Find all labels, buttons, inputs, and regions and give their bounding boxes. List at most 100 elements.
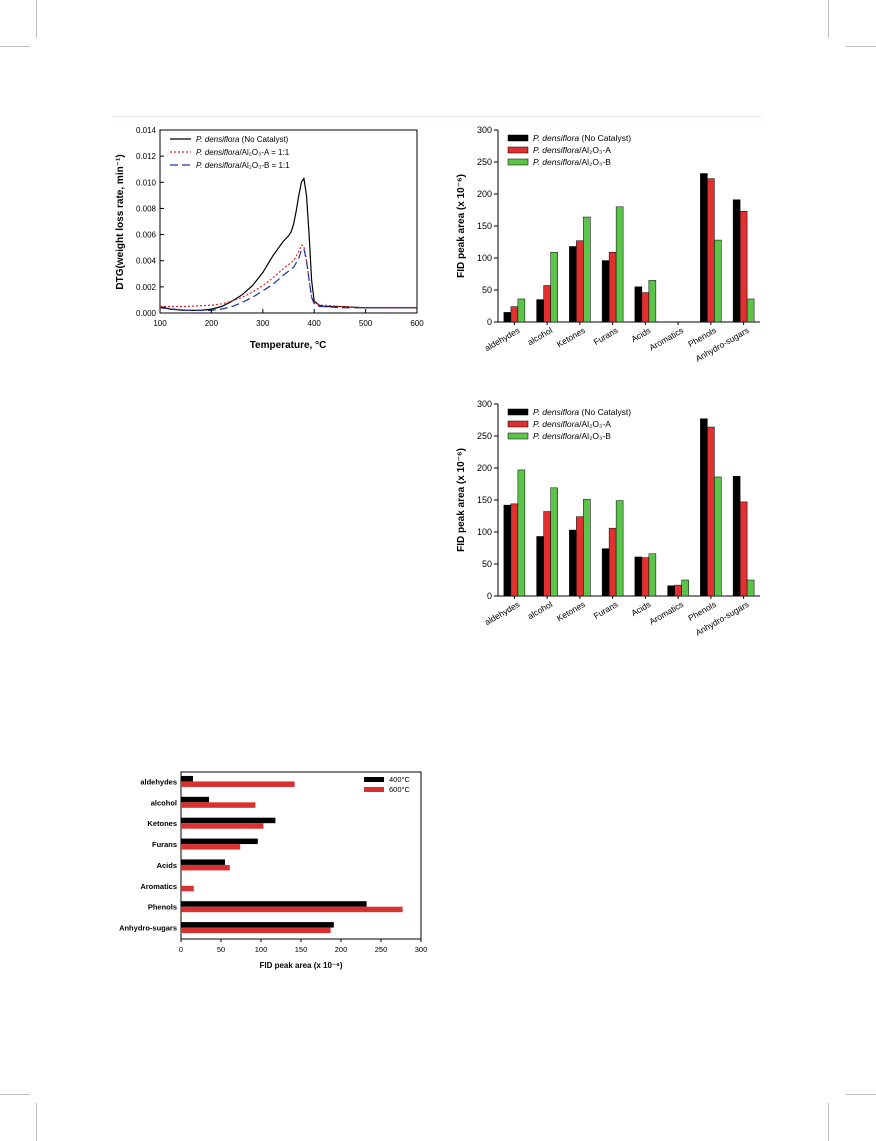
x-tick-label: 0 — [179, 945, 183, 954]
legend-label: P. densiflora/Al₂O₃-B = 1:1 — [196, 161, 290, 170]
y-tick-label: 50 — [482, 559, 492, 569]
bar — [181, 817, 276, 824]
crop-mark — [36, 1103, 37, 1141]
legend-swatch — [507, 134, 529, 142]
crop-mark — [36, 0, 37, 38]
bar — [583, 499, 591, 597]
bar — [707, 426, 715, 597]
bar — [503, 504, 512, 597]
legend-label: P. densiflora (No Catalyst) — [533, 407, 631, 417]
crop-mark — [0, 46, 30, 47]
bar — [181, 823, 264, 829]
bar — [707, 178, 715, 323]
bar — [181, 796, 209, 803]
bar — [648, 553, 657, 597]
bar — [181, 922, 334, 928]
bar — [714, 476, 722, 597]
x-tick-label: 150 — [295, 945, 308, 954]
y-tick-label: 250 — [477, 157, 492, 167]
legend-label: P. densiflora/Al₂O₃-A — [533, 145, 611, 155]
crop-mark — [828, 0, 829, 38]
x-tick-label: 100 — [153, 319, 167, 328]
fid-bar-chart-1: 0 50 100 150 200 250 300 aldehydes alcohol Keton… — [456, 125, 760, 364]
y-tick-label: 250 — [477, 431, 492, 441]
bar — [181, 859, 225, 865]
legend-swatch — [364, 787, 384, 792]
category-label: aldehydes — [483, 599, 522, 627]
crop-mark — [0, 1094, 30, 1095]
category-label: Aromatics — [647, 599, 685, 627]
x-tick-label: 300 — [256, 319, 270, 328]
legend-swatch — [507, 432, 529, 440]
bar — [576, 516, 584, 597]
y-tick-label: 0 — [487, 591, 492, 601]
legend-label: P. densiflora (No Catalyst) — [533, 133, 631, 143]
crop-mark — [846, 46, 876, 47]
bar — [746, 579, 755, 597]
bar — [517, 469, 526, 597]
x-tick-label: 250 — [375, 945, 388, 954]
bar — [503, 312, 512, 323]
bar — [601, 548, 610, 597]
category-label: Acids — [157, 861, 177, 870]
y-tick-label: 0 — [487, 317, 492, 327]
category-label: Furans — [592, 325, 620, 347]
bar — [181, 844, 241, 850]
x-tick-label: 600 — [410, 319, 424, 328]
crop-mark — [828, 1103, 829, 1141]
x-axis-label: FID peak area (x 10⁻⁶) — [259, 961, 342, 970]
bar — [608, 251, 617, 323]
y-tick-label: 300 — [477, 399, 492, 409]
fid-bar-chart-2: 0 50 100 150 200 250 300 aldehydes alcohol Keton… — [456, 399, 760, 638]
legend: P. densiflora (No Catalyst) P. densiflora… — [507, 133, 631, 167]
bar — [746, 298, 755, 323]
bar — [181, 802, 256, 808]
bar — [181, 901, 367, 907]
bar — [536, 536, 544, 597]
bar — [569, 529, 577, 597]
x-tick-label: 100 — [255, 945, 268, 954]
y-tick-label: 200 — [477, 463, 492, 473]
y-axis-label: FID peak area (x 10⁻⁶) — [456, 174, 467, 278]
bar — [634, 286, 643, 323]
legend-label: P. densiflora/Al₂O₃-B — [533, 431, 611, 441]
bar — [641, 557, 650, 597]
y-tick-label: 0.008 — [136, 204, 157, 213]
y-axis-label: FID peak area (x 10⁻⁶) — [456, 448, 467, 552]
bar — [732, 199, 741, 323]
y-tick-label: 100 — [477, 253, 492, 263]
bar — [181, 864, 230, 871]
header-rule — [112, 116, 762, 117]
category-label: Ketones — [555, 325, 587, 349]
y-tick-label: 100 — [477, 527, 492, 537]
y-tick-label: 150 — [477, 221, 492, 231]
y-tick-label: 0.014 — [136, 126, 157, 135]
legend-label: P. densiflora (No Catalyst) — [196, 135, 289, 144]
y-tick-label: 150 — [477, 495, 492, 505]
category-label: Aromatics — [647, 325, 685, 353]
plot-frame — [159, 129, 418, 314]
y-tick-label: 0.002 — [136, 283, 157, 292]
bar — [608, 527, 617, 597]
legend-swatch — [507, 158, 529, 166]
bar — [181, 906, 403, 913]
bar — [739, 501, 748, 597]
legend-swatch — [507, 146, 529, 154]
fid-horizontal-bar-chart: 0 50 100 150 200 250 300 aldehydes alcohol Keton… — [119, 771, 427, 970]
bar — [576, 240, 584, 323]
legend-label: P. densiflora/Al₂O₃-A = 1:1 — [196, 148, 290, 157]
category-label: Aromatics — [140, 882, 177, 891]
x-tick-label: 50 — [217, 945, 225, 954]
y-tick-label: 50 — [482, 285, 492, 295]
x-tick-label: 400 — [308, 319, 322, 328]
x-tick-label: 200 — [335, 945, 348, 954]
category-label: aldehydes — [140, 777, 177, 786]
y-tick-label: 0.004 — [136, 257, 157, 266]
bar — [739, 211, 748, 323]
category-label: alcohol — [526, 599, 554, 621]
bar — [732, 476, 741, 597]
y-tick-label: 200 — [477, 189, 492, 199]
bar — [641, 292, 650, 323]
bar — [615, 206, 624, 323]
